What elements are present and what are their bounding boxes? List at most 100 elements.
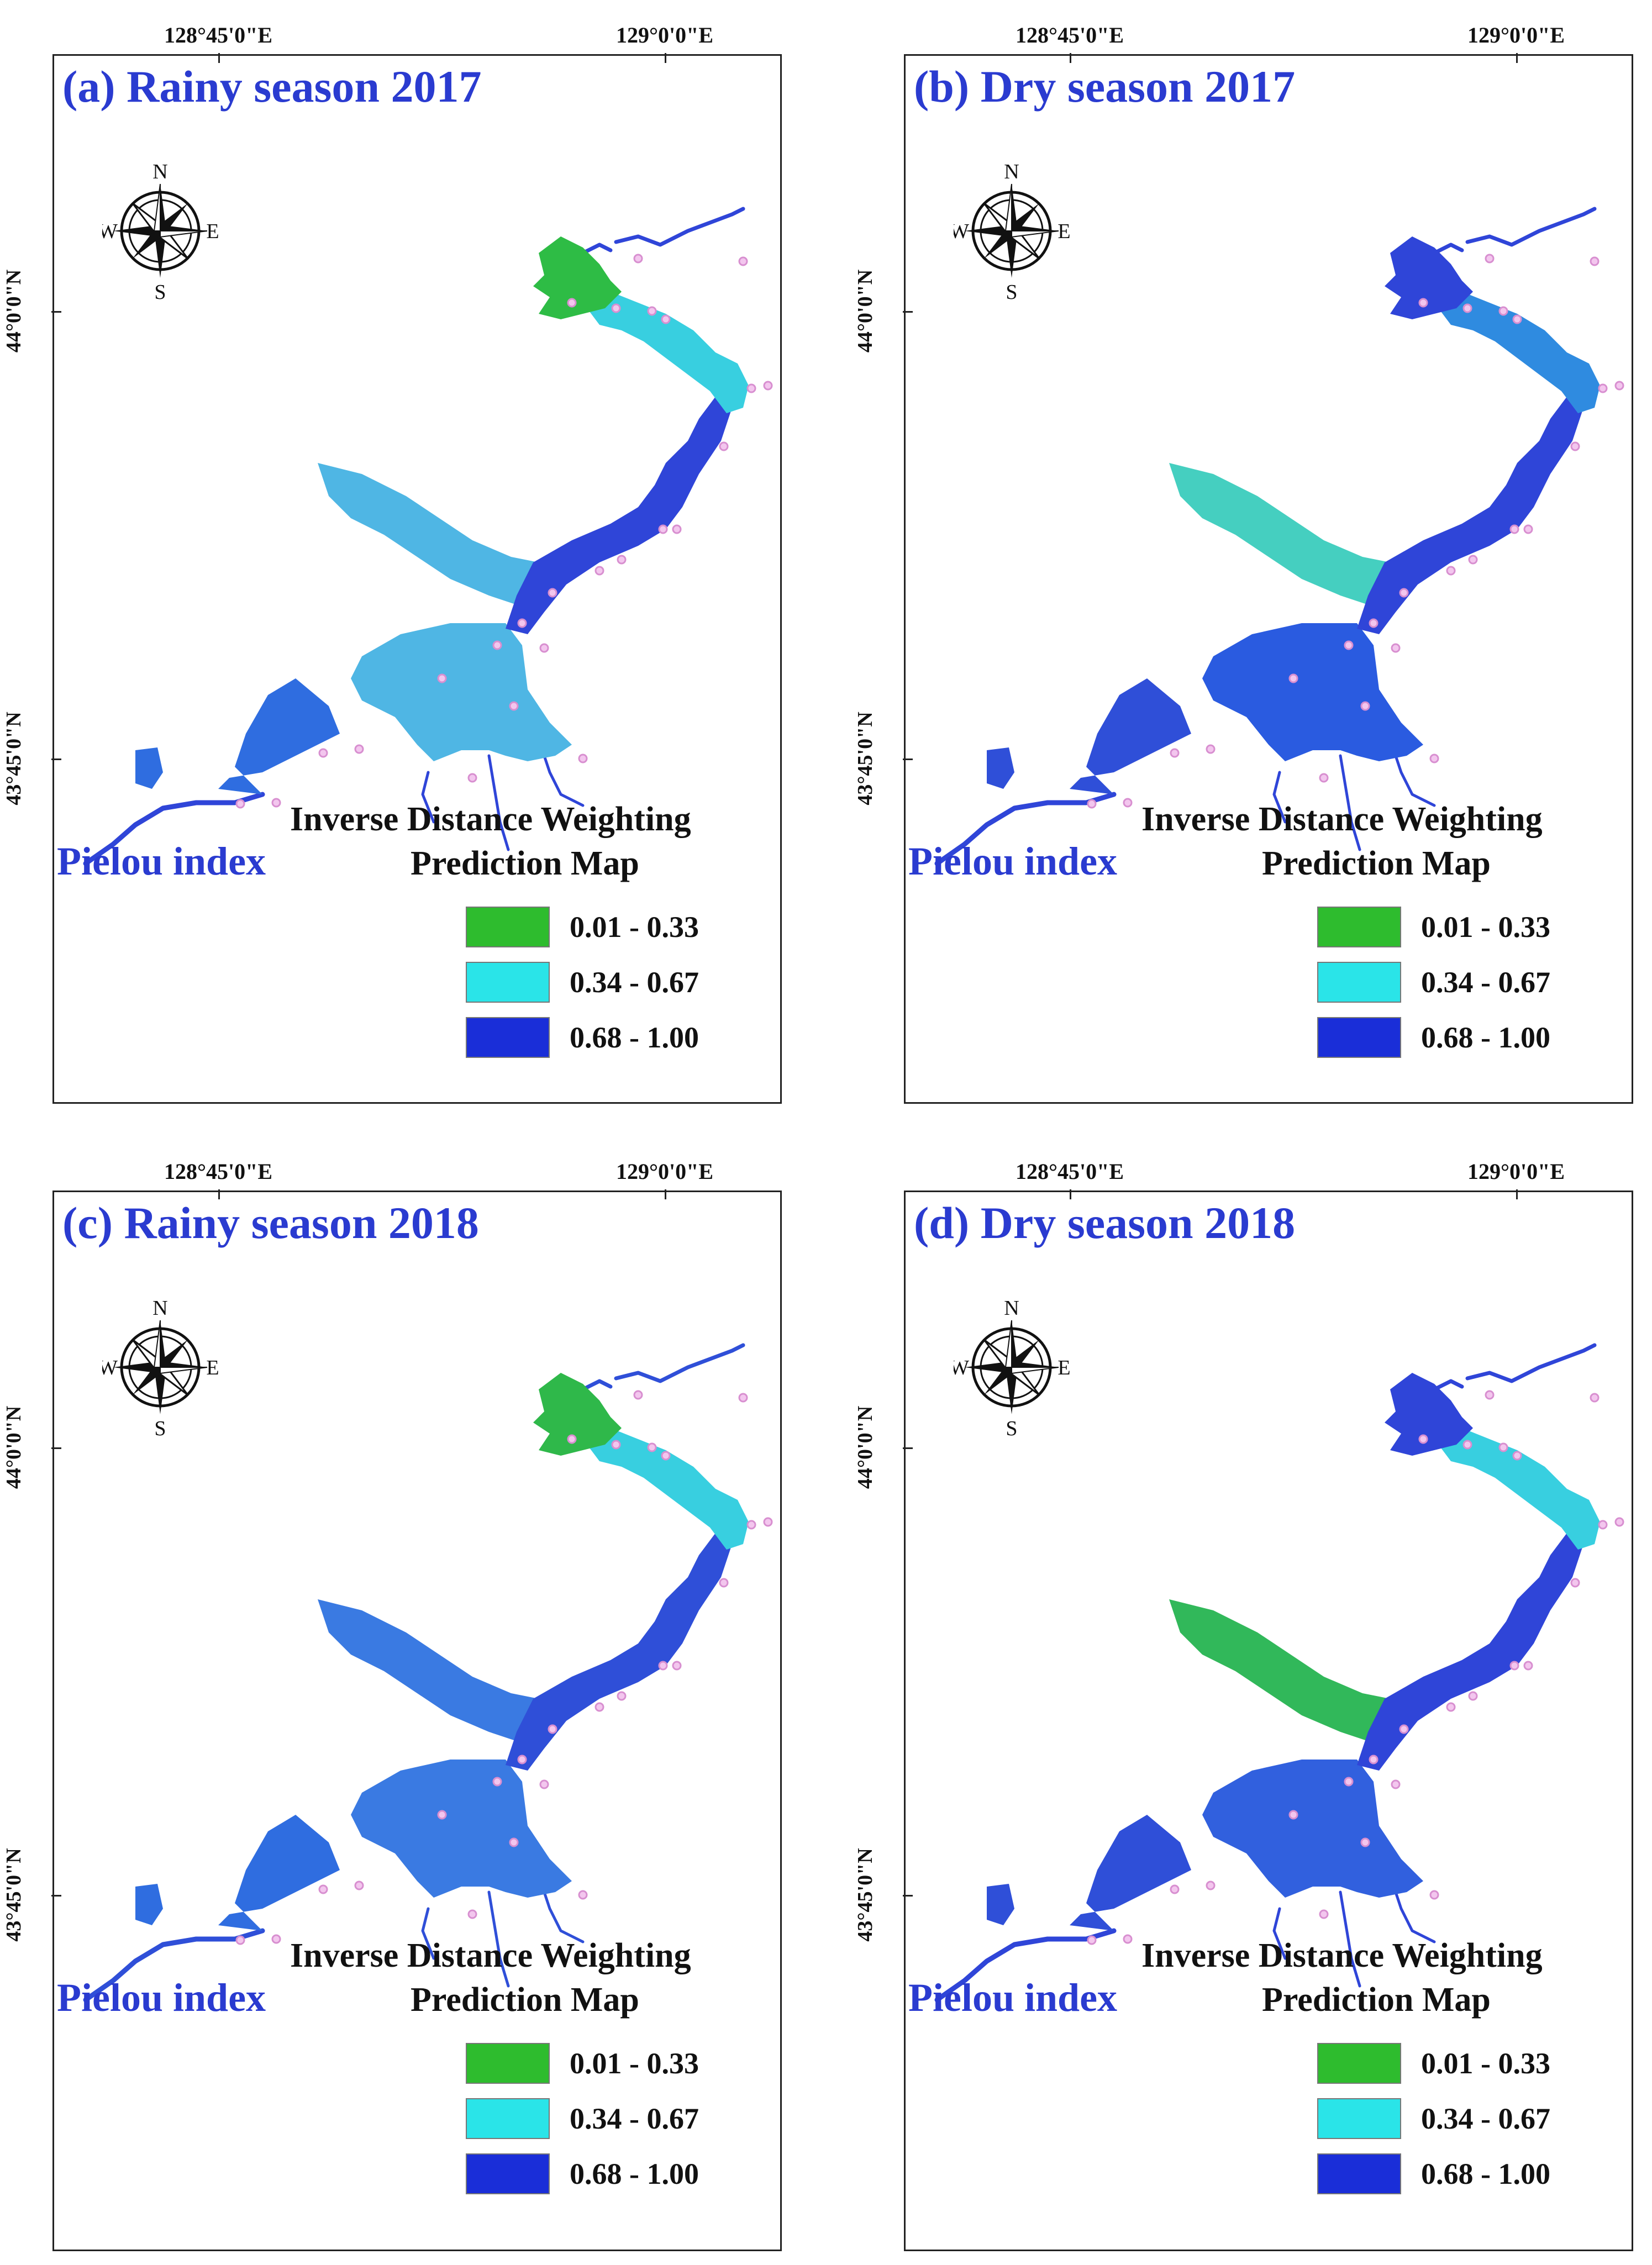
compass-east-label: E: [1058, 220, 1070, 243]
legend-range-label: 0.34 - 0.67: [570, 966, 699, 999]
sampling-site: [746, 1520, 756, 1530]
sampling-site: [1369, 618, 1379, 628]
legend-subtitle: Prediction Map: [1262, 1981, 1491, 2019]
longitude-tick-label: 129°0'0"E: [1467, 1159, 1565, 1184]
sampling-site: [1614, 381, 1624, 391]
compass-east-label: E: [206, 1356, 218, 1379]
reservoir-zone-north-bay: [533, 1373, 622, 1456]
sampling-site: [318, 1884, 328, 1894]
legend-range-label: 0.68 - 1.00: [1421, 2157, 1550, 2190]
compass-south-label: S: [154, 1417, 166, 1436]
reservoir-zone-northwest-arm: [1169, 1599, 1396, 1743]
legend-range-label: 0.34 - 0.67: [1421, 966, 1550, 999]
sampling-site: [1360, 701, 1370, 711]
legend-range-label: 0.01 - 0.33: [1421, 910, 1550, 944]
sampling-site: [567, 298, 577, 308]
legend-range-label: 0.34 - 0.67: [570, 2102, 699, 2135]
tick-mark: [903, 311, 913, 313]
sampling-site: [1598, 1520, 1608, 1530]
tick-mark: [1070, 53, 1071, 63]
tick-mark: [903, 1895, 913, 1897]
sampling-site: [1087, 799, 1097, 809]
sampling-site: [1344, 1777, 1354, 1787]
legend-range-label: 0.34 - 0.67: [1421, 2102, 1550, 2135]
legend-title: Inverse Distance Weighting: [1141, 800, 1543, 838]
latitude-tick-label: 43°45'0"N: [2, 1848, 25, 1942]
legend-swatch: [1317, 2043, 1401, 2084]
legend-row: 0.68 - 1.00: [1317, 2153, 1550, 2194]
sampling-site: [763, 381, 773, 391]
latitude-tick-label: 44°0'0"N: [2, 269, 25, 353]
longitude-tick-label: 129°0'0"E: [616, 1159, 713, 1184]
sampling-site: [467, 1909, 477, 1919]
sampling-site: [672, 1661, 682, 1671]
sampling-site: [633, 1390, 643, 1400]
sampling-site: [1446, 566, 1456, 576]
sampling-site: [492, 1777, 502, 1787]
sampling-site: [1468, 1691, 1478, 1701]
map-panel-a: 128°45'0"E 129°0'0"E 44°0'0"N 43°45'0"N: [2, 23, 782, 1104]
sampling-site: [738, 1393, 748, 1403]
reservoir-zone-basin: [351, 623, 572, 761]
sampling-site: [1498, 1442, 1508, 1452]
tick-mark: [665, 53, 666, 63]
compass-rose-icon: N S E W: [954, 162, 1070, 300]
sampling-site: [567, 1434, 577, 1444]
reservoir-zone-northwest-arm: [318, 463, 544, 607]
compass-north-label: N: [1004, 1298, 1019, 1320]
reservoir-zone-upper-channel: [1434, 1428, 1600, 1550]
panel-title: (b) Dry season 2017: [914, 61, 1296, 112]
map-panel-c: 128°45'0"E 129°0'0"E 44°0'0"N 43°45'0"N: [2, 1159, 782, 2251]
index-label: Pielou index: [908, 839, 1118, 883]
legend-row: 0.34 - 0.67: [1317, 962, 1550, 1003]
sampling-site: [437, 673, 447, 683]
sampling-site: [1344, 640, 1354, 650]
sampling-site: [1399, 588, 1409, 598]
compass-west-label: W: [954, 220, 969, 243]
compass-east-label: E: [206, 220, 218, 243]
sampling-site: [492, 640, 502, 650]
legend-swatch: [466, 2043, 550, 2084]
compass-west-label: W: [954, 1356, 969, 1379]
sampling-site: [719, 1578, 729, 1588]
legend-swatch: [466, 1017, 550, 1058]
sampling-site: [1206, 1881, 1216, 1890]
longitude-tick-label: 129°0'0"E: [616, 23, 713, 48]
reservoir-map: [83, 207, 773, 866]
reservoir-zone-southwest: [135, 1815, 340, 1931]
sampling-site: [1206, 744, 1216, 754]
sampling-site: [578, 1890, 588, 1900]
tributary-line: [1272, 1907, 1287, 1960]
reservoir-zone-southwest: [987, 678, 1191, 794]
sampling-site: [1523, 524, 1533, 534]
sampling-site: [517, 1755, 527, 1764]
tributary-line: [934, 1928, 1117, 2003]
panel-title: (c) Rainy season 2018: [62, 1198, 479, 1248]
tributary-line: [1465, 1343, 1597, 1383]
sampling-site: [1170, 1884, 1180, 1894]
sampling-site: [1123, 798, 1133, 808]
legend-swatch: [466, 907, 550, 947]
reservoir-zone-basin: [351, 1760, 572, 1898]
legend-swatch: [1317, 2153, 1401, 2194]
compass-south-label: S: [1006, 281, 1017, 300]
tick-mark: [1516, 1189, 1518, 1199]
legend-swatch: [466, 962, 550, 1003]
sampling-site: [1462, 303, 1472, 313]
legend-range-label: 0.68 - 1.00: [570, 1021, 699, 1054]
map-panel-b: 128°45'0"E 129°0'0"E 44°0'0"N 43°45'0"N: [854, 23, 1633, 1104]
longitude-tick-label: 128°45'0"E: [164, 1159, 272, 1184]
reservoir-map: [83, 1343, 773, 2003]
sampling-site: [1498, 306, 1508, 316]
compass-north-label: N: [152, 1298, 167, 1320]
legend-row: 0.34 - 0.67: [466, 2098, 699, 2139]
sampling-site: [658, 1661, 668, 1671]
tributary-line: [614, 207, 745, 247]
legend-row: 0.01 - 0.33: [1317, 907, 1550, 947]
latitude-tick-label: 43°45'0"N: [854, 1848, 877, 1942]
legend-range-label: 0.01 - 0.33: [570, 2047, 699, 2080]
legend-swatch: [1317, 962, 1401, 1003]
reservoir-zone-basin: [1202, 623, 1423, 761]
sampling-site: [746, 383, 756, 393]
legend-subtitle: Prediction Map: [411, 845, 639, 882]
